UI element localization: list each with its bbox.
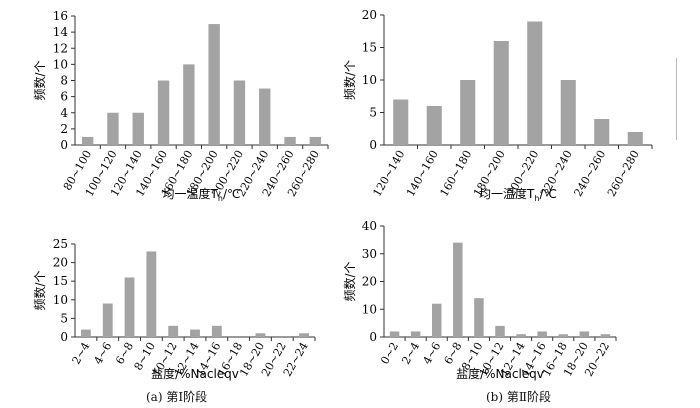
y-tick-label: 20 — [362, 8, 377, 22]
bar — [208, 24, 220, 145]
y-tick-label: 10 — [53, 57, 68, 71]
x-tick-label: 4~6 — [420, 340, 443, 367]
y-axis-label: 频数/个 — [342, 60, 357, 100]
bar — [537, 331, 547, 337]
bar — [309, 136, 322, 145]
y-tick-label: 5 — [369, 106, 377, 120]
y-tick-label: 14 — [53, 25, 69, 39]
y-tick-label: 15 — [53, 274, 68, 288]
bar — [560, 80, 576, 145]
bar — [600, 334, 611, 337]
bar — [211, 325, 222, 337]
y-tick-label: 10 — [362, 73, 377, 87]
caption-stage-2: (b) 第Ⅱ阶段 — [486, 390, 552, 404]
x-axis-label: 盐度/%Nacleqv — [456, 366, 544, 381]
bar — [460, 80, 476, 145]
bar — [81, 329, 91, 337]
y-tick-label: 0 — [369, 330, 377, 344]
y-tick-label: 16 — [53, 9, 68, 23]
y-tick-label: 25 — [53, 237, 68, 251]
x-tick-label: 2~4 — [399, 340, 422, 367]
y-tick-label: 20 — [53, 256, 68, 270]
y-tick-label: 20 — [362, 275, 377, 289]
y-tick-label: 2 — [60, 122, 68, 136]
bar — [493, 41, 509, 145]
x-axis-label: 均一温度Th/℃ — [479, 186, 557, 203]
bar — [259, 88, 271, 145]
bar — [299, 333, 309, 337]
bar — [410, 331, 421, 337]
y-tick-label: 8 — [60, 74, 68, 88]
bar — [516, 334, 526, 337]
bar — [124, 277, 135, 337]
bar — [255, 333, 266, 337]
y-tick-label: 30 — [362, 247, 377, 261]
x-tick-label: 240~260 — [571, 148, 608, 199]
bar — [426, 106, 442, 145]
chart-salinity-stage-1: 05101520252~44~66~88~1010~1212~1414~1616… — [32, 237, 316, 381]
bar — [168, 325, 179, 337]
bar — [233, 80, 246, 145]
bar — [132, 112, 144, 145]
y-tick-label: 0 — [60, 330, 68, 344]
bar — [284, 136, 296, 145]
bar — [389, 331, 400, 337]
x-tick-label: 4~6 — [91, 340, 114, 367]
x-tick-label: 0~2 — [378, 340, 401, 367]
y-tick-label: 10 — [362, 302, 377, 316]
y-tick-label: 4 — [60, 106, 68, 120]
y-tick-label: 15 — [362, 41, 377, 55]
y-axis-label: 频数/个 — [32, 270, 47, 310]
bar — [495, 325, 505, 337]
y-tick-label: 0 — [369, 138, 377, 152]
bar — [393, 99, 409, 145]
chart-temperature-stage-1: 024681012141680~100100~120120~140140~160… — [32, 9, 329, 203]
x-axis-label: 盐度/%Nacleqv — [151, 366, 239, 381]
x-tick-label: 120~140 — [370, 148, 407, 199]
y-tick-label: 40 — [362, 219, 377, 233]
bar — [594, 119, 610, 145]
y-axis-label: 频数/个 — [342, 261, 357, 301]
y-axis-label: 频数/个 — [32, 60, 47, 100]
bar — [431, 303, 442, 337]
bar — [81, 136, 94, 145]
y-tick-label: 10 — [53, 293, 68, 307]
bar — [157, 80, 170, 145]
bar — [107, 112, 119, 145]
x-axis-label: 均一温度Th/℃ — [163, 186, 241, 203]
bar — [146, 251, 157, 337]
x-tick-label: 140~160 — [404, 148, 441, 199]
y-tick-label: 5 — [60, 311, 68, 325]
page-edge-mark — [676, 58, 677, 140]
chart-salinity-stage-2: 0102030400~22~44~66~88~1010~1212~1414~16… — [342, 219, 617, 381]
bar — [558, 334, 569, 337]
x-tick-label: 160~180 — [437, 148, 474, 199]
chart-temperature-stage-2: 05101520120~140140~160160~180180~200200~… — [342, 8, 653, 203]
bar — [627, 132, 643, 145]
bar — [474, 298, 484, 337]
caption-stage-1: (a) 第Ⅰ阶段 — [146, 390, 208, 404]
bar — [579, 331, 590, 337]
bar — [527, 21, 543, 145]
bar — [102, 303, 113, 337]
y-tick-label: 12 — [53, 41, 68, 55]
y-tick-label: 0 — [60, 138, 68, 152]
bar — [190, 329, 200, 337]
x-tick-label: 260~280 — [605, 148, 642, 199]
y-tick-label: 6 — [60, 90, 68, 104]
bar — [183, 64, 195, 145]
bar — [453, 242, 463, 337]
x-tick-label: 2~4 — [70, 340, 93, 367]
